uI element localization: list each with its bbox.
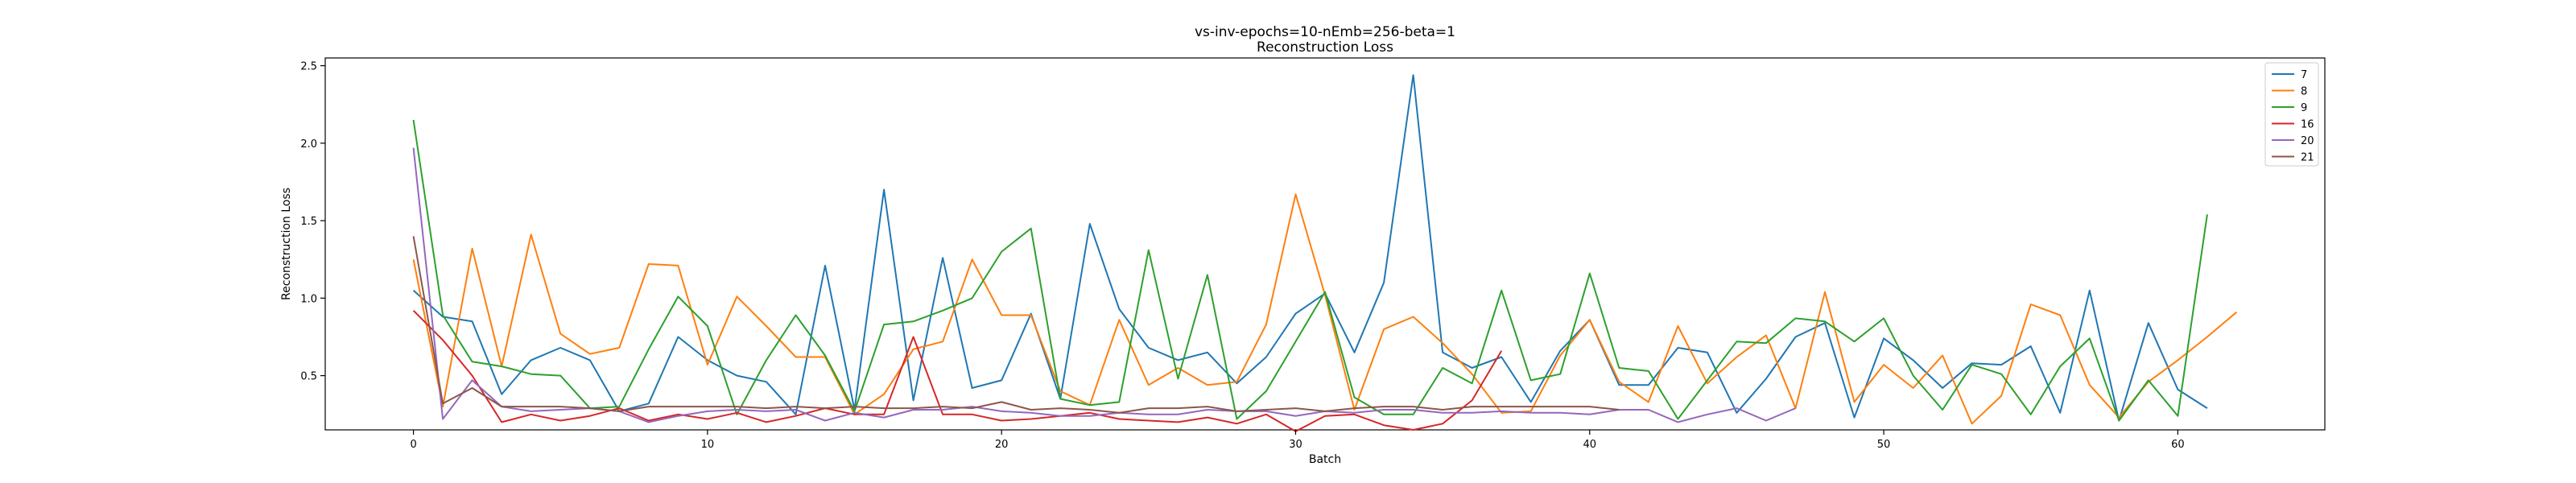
legend-items: 7 8 9 16 20 21 [2272, 69, 2314, 164]
plot-frame [324, 57, 2326, 431]
legend-label-8: 8 [2301, 86, 2307, 98]
y-tick-label: 2.5 [300, 61, 317, 73]
x-tick-label: 20 [995, 439, 1009, 451]
y-tick-label: 1.5 [300, 216, 317, 228]
x-tick-label: 50 [1877, 439, 1891, 451]
x-tick-label: 60 [2171, 439, 2185, 451]
legend-label-7: 7 [2301, 69, 2307, 81]
legend-label-9: 9 [2301, 102, 2307, 114]
series-line-21 [412, 236, 1620, 414]
legend-label-21: 21 [2301, 152, 2314, 164]
x-axis-label: Batch [1309, 453, 1341, 466]
legend-label-16: 16 [2301, 119, 2314, 131]
plot-area: 0 10 20 30 40 50 60 0.5 1.0 1.5 2.0 2.5 [300, 57, 2326, 451]
y-axis-label: Reconstruction Loss [280, 188, 293, 300]
x-tick-label: 0 [410, 439, 416, 451]
series-line-16 [412, 310, 1503, 432]
series-layer [412, 74, 2238, 432]
legend-frame [2264, 62, 2319, 167]
legend-label-20: 20 [2301, 135, 2314, 147]
y-axis-ticks: 0.5 1.0 1.5 2.0 2.5 [300, 61, 325, 383]
x-tick-label: 10 [701, 439, 715, 451]
series-line-20 [412, 147, 1796, 423]
series-line-7 [412, 74, 2208, 422]
y-tick-label: 2.0 [300, 138, 317, 151]
chart-title: vs-inv-epochs=10-nEmb=256-beta=1 [1195, 24, 1455, 40]
chart-subtitle: Reconstruction Loss [1257, 39, 1393, 56]
legend: 7 8 9 16 20 21 [2264, 62, 2319, 167]
x-tick-label: 40 [1583, 439, 1596, 451]
y-tick-label: 0.5 [300, 371, 317, 383]
series-line-9 [412, 119, 2208, 422]
x-tick-label: 30 [1289, 439, 1302, 451]
series-line-8 [412, 193, 2238, 425]
y-tick-label: 1.0 [300, 293, 317, 305]
x-axis-ticks: 0 10 20 30 40 50 60 [410, 430, 2185, 451]
